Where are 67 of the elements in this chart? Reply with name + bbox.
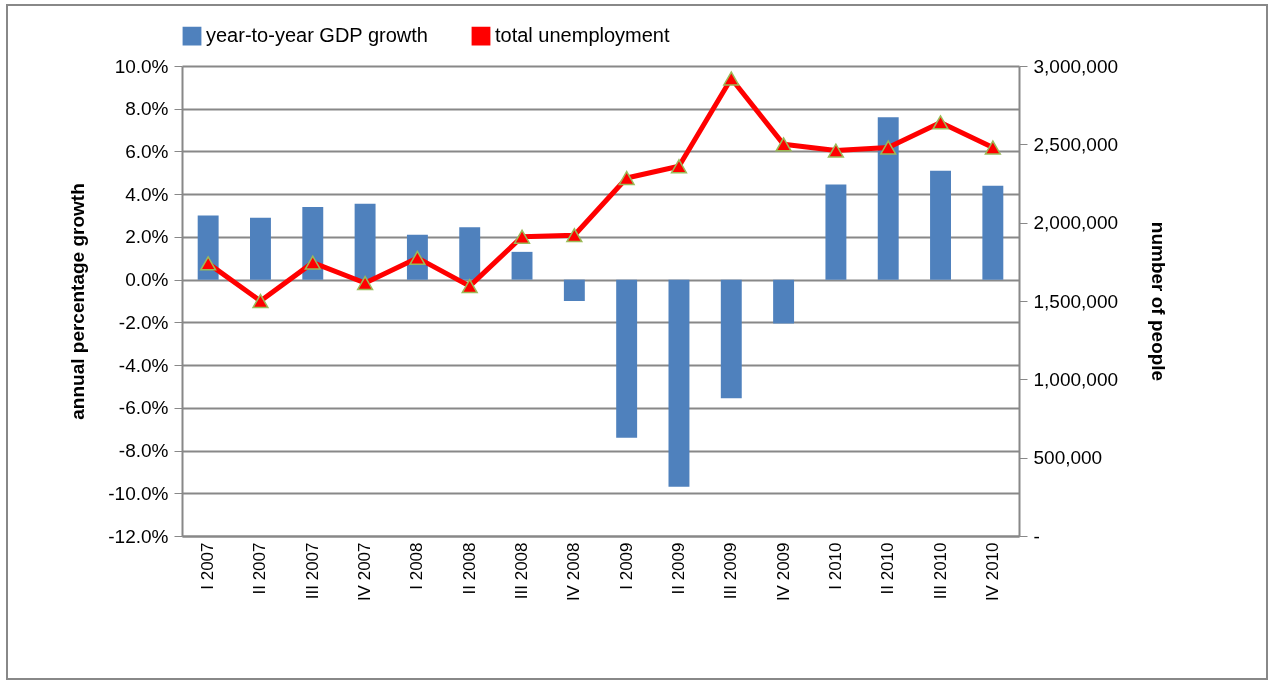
point bbox=[827, 143, 845, 158]
x-tick-label: III 2010 bbox=[930, 542, 950, 600]
x-tick-label: IV 2007 bbox=[355, 542, 375, 602]
bar bbox=[354, 203, 376, 280]
point bbox=[618, 170, 635, 186]
y-tick-label: -8.0% bbox=[118, 440, 169, 462]
x-tick-label: IV 2009 bbox=[773, 542, 793, 602]
point bbox=[880, 140, 897, 155]
bar bbox=[250, 217, 271, 280]
y2-tick-label: 1,000,000 bbox=[1033, 368, 1119, 390]
x-tick-label: II 2009 bbox=[668, 542, 688, 595]
x-tick-label: III 2008 bbox=[512, 542, 532, 600]
bar bbox=[982, 185, 1004, 280]
point bbox=[461, 278, 478, 294]
point bbox=[356, 275, 374, 291]
y-tick-label: 2.0% bbox=[125, 226, 169, 248]
point bbox=[984, 140, 1002, 155]
x-tick-label: I 2007 bbox=[198, 542, 218, 590]
y-tick-label: -2.0% bbox=[118, 311, 169, 333]
point bbox=[932, 115, 949, 130]
x-tick-label: I 2010 bbox=[825, 542, 845, 590]
x-tick-label: II 2007 bbox=[250, 542, 270, 595]
y-tick-label: -4.0% bbox=[118, 354, 169, 376]
y2-tick-label: 2,000,000 bbox=[1033, 212, 1119, 234]
point bbox=[566, 228, 583, 243]
bar bbox=[930, 170, 951, 280]
y-axis-title: annual percentage growth bbox=[67, 183, 89, 420]
y-tick-label: 0.0% bbox=[125, 269, 169, 291]
y-tick-label: 8.0% bbox=[125, 98, 169, 120]
y-tick-label: -12.0% bbox=[108, 525, 169, 547]
y-tick-label: -6.0% bbox=[118, 397, 169, 419]
y2-tick-label: 1,500,000 bbox=[1033, 290, 1119, 312]
legend-label: total unemployment bbox=[495, 24, 670, 47]
point bbox=[513, 229, 531, 244]
bar bbox=[877, 117, 899, 280]
bar bbox=[511, 251, 533, 280]
bar bbox=[720, 279, 742, 399]
y2-tick-label: 500,000 bbox=[1033, 447, 1103, 469]
point bbox=[723, 71, 740, 86]
bar bbox=[773, 279, 795, 324]
x-tick-label: II 2008 bbox=[459, 542, 479, 595]
y2-axis-title: number of people bbox=[1148, 221, 1170, 382]
x-tick-label: III 2009 bbox=[721, 542, 741, 600]
bar bbox=[563, 279, 585, 301]
bar bbox=[668, 279, 690, 487]
y-tick-label: 10.0% bbox=[114, 55, 169, 77]
bar bbox=[825, 184, 847, 280]
x-tick-label: III 2007 bbox=[302, 542, 322, 600]
x-tick-label: I 2008 bbox=[407, 542, 427, 590]
y2-tick-label: 3,000,000 bbox=[1033, 55, 1119, 77]
y-tick-label: 6.0% bbox=[125, 140, 169, 162]
x-tick-label: II 2010 bbox=[878, 542, 898, 595]
point bbox=[199, 256, 217, 271]
point bbox=[304, 255, 321, 270]
y2-tick-label: - bbox=[1033, 525, 1040, 547]
x-tick-label: I 2009 bbox=[616, 542, 636, 590]
point bbox=[252, 293, 269, 309]
y-tick-label: 4.0% bbox=[125, 183, 169, 205]
x-tick-label: IV 2008 bbox=[564, 542, 584, 602]
point bbox=[670, 159, 688, 174]
x-tick-label: IV 2010 bbox=[982, 542, 1002, 602]
bar bbox=[459, 227, 481, 280]
bar bbox=[616, 279, 638, 438]
point bbox=[775, 137, 792, 152]
y2-tick-label: 2,500,000 bbox=[1033, 133, 1119, 155]
legend-label: year-to-year GDP growth bbox=[206, 24, 428, 47]
y-tick-label: -10.0% bbox=[108, 482, 169, 504]
